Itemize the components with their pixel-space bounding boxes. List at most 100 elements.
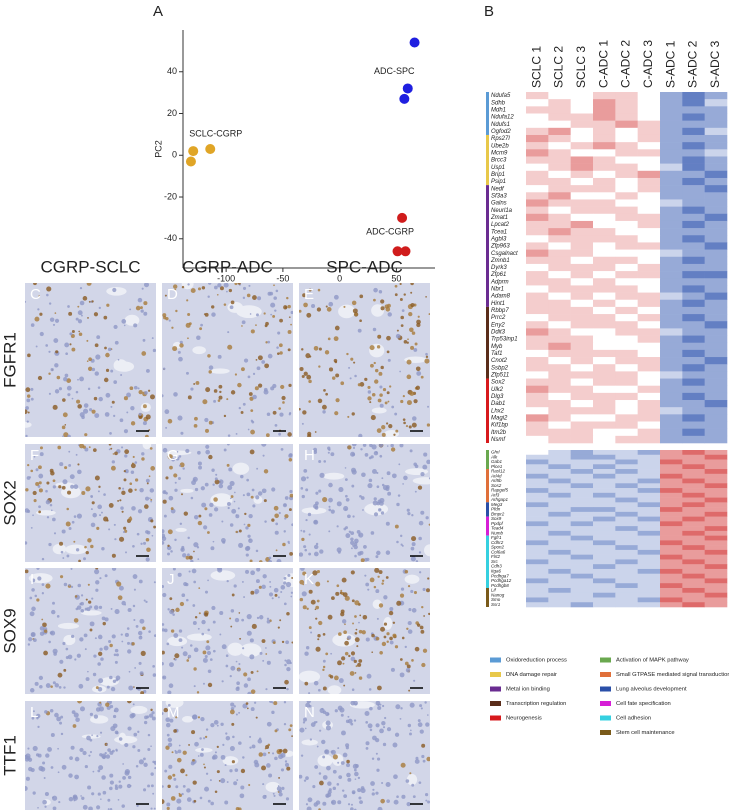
heatmap-cell bbox=[548, 192, 571, 200]
cell bbox=[131, 712, 136, 718]
heatmap-cell bbox=[637, 306, 661, 315]
heatmap-cell bbox=[593, 120, 616, 129]
heatmap-cell bbox=[637, 583, 661, 589]
cell bbox=[129, 482, 133, 486]
heatmap-cell bbox=[570, 349, 594, 358]
cell bbox=[283, 701, 287, 704]
gene-label: Ndufs1 bbox=[491, 122, 510, 128]
heatmap-cell bbox=[570, 335, 594, 344]
heatmap-cell bbox=[548, 134, 571, 143]
cell bbox=[316, 599, 320, 603]
cell bbox=[235, 660, 238, 663]
heatmap-cell bbox=[660, 414, 683, 422]
heatmap-cell bbox=[593, 371, 616, 379]
gene-label: Rbbp7 bbox=[491, 308, 509, 314]
heatmap-cell bbox=[637, 568, 661, 574]
heatmap-cell bbox=[682, 592, 705, 598]
cell bbox=[177, 749, 182, 754]
cell bbox=[240, 411, 244, 414]
cell bbox=[325, 720, 331, 726]
cell bbox=[138, 412, 142, 416]
cell bbox=[402, 418, 406, 421]
cell bbox=[150, 708, 153, 712]
cell bbox=[99, 577, 102, 580]
cell bbox=[169, 609, 174, 615]
cell bbox=[145, 369, 150, 373]
cell bbox=[243, 683, 249, 688]
cell bbox=[111, 568, 117, 571]
gene-label: Cnot2 bbox=[491, 358, 508, 364]
heatmap-cell bbox=[548, 545, 571, 551]
cell bbox=[355, 703, 358, 706]
heatmap-cell bbox=[682, 185, 705, 193]
cell bbox=[250, 590, 255, 595]
heatmap-cell bbox=[548, 385, 571, 394]
cell bbox=[356, 645, 359, 648]
cell bbox=[98, 485, 101, 489]
heatmap-cell bbox=[593, 335, 616, 344]
heatmap-cell bbox=[615, 530, 638, 536]
heatmap-cell bbox=[704, 149, 728, 157]
cell bbox=[357, 383, 361, 387]
cell bbox=[261, 584, 266, 590]
heatmap-cell bbox=[704, 249, 728, 258]
heatmap-cell bbox=[570, 99, 594, 107]
cell bbox=[54, 712, 59, 718]
cell bbox=[145, 414, 151, 420]
micrograph bbox=[162, 568, 293, 694]
cell bbox=[128, 670, 131, 673]
cell bbox=[82, 296, 88, 301]
cell bbox=[422, 648, 428, 653]
heatmap-cell bbox=[570, 497, 594, 503]
cell bbox=[75, 453, 78, 456]
heatmap-cell bbox=[526, 502, 549, 508]
cell bbox=[354, 538, 359, 544]
cell bbox=[369, 345, 375, 351]
cell bbox=[96, 526, 100, 530]
heatmap-cell bbox=[660, 127, 683, 136]
cell bbox=[143, 311, 148, 316]
cell bbox=[110, 607, 113, 610]
cell bbox=[101, 616, 106, 621]
cell bbox=[340, 381, 345, 386]
cell bbox=[132, 455, 135, 458]
cell bbox=[229, 745, 235, 751]
cell bbox=[209, 779, 212, 782]
cell bbox=[386, 445, 389, 447]
cell bbox=[423, 615, 426, 617]
cell bbox=[48, 392, 52, 395]
heatmap-cell bbox=[570, 235, 594, 243]
heatmap-cell bbox=[526, 507, 549, 513]
cell bbox=[70, 634, 75, 639]
cell bbox=[284, 760, 288, 763]
cell bbox=[425, 355, 429, 359]
cell bbox=[337, 705, 343, 711]
cell bbox=[89, 712, 94, 716]
cell bbox=[360, 448, 363, 451]
tissue-gap bbox=[52, 543, 67, 555]
cell bbox=[120, 446, 124, 449]
heatmap-cell bbox=[526, 464, 549, 470]
heatmap-cell bbox=[548, 435, 571, 444]
heatmap-cell bbox=[704, 597, 728, 603]
legend-swatch bbox=[600, 672, 611, 677]
cell bbox=[266, 617, 270, 621]
cell bbox=[408, 425, 412, 429]
cell bbox=[392, 742, 398, 748]
heatmap-cell bbox=[526, 127, 549, 136]
heatmap-cell bbox=[704, 385, 728, 394]
cell bbox=[123, 324, 126, 327]
cell bbox=[358, 433, 363, 437]
cell bbox=[63, 432, 69, 437]
cell bbox=[290, 323, 292, 326]
cell bbox=[284, 514, 289, 519]
heatmap-cell bbox=[526, 371, 549, 379]
heatmap-cell bbox=[526, 170, 549, 179]
cell bbox=[221, 644, 227, 650]
cell bbox=[84, 447, 89, 452]
cell bbox=[165, 426, 168, 429]
cell bbox=[322, 410, 326, 414]
cell bbox=[406, 374, 412, 380]
cell bbox=[386, 391, 390, 395]
cell bbox=[50, 509, 53, 512]
